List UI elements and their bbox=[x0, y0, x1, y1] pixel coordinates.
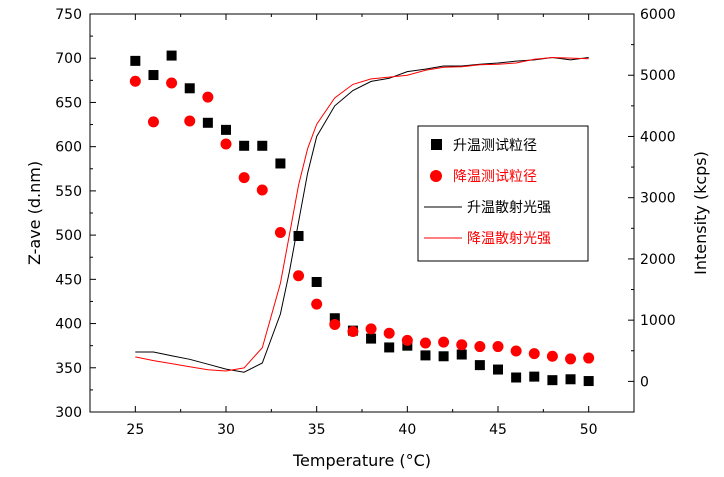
data-point-square bbox=[366, 333, 377, 344]
y-left-tick-label: 550 bbox=[55, 184, 82, 200]
data-point-square bbox=[130, 55, 141, 66]
y-right-tick-label: 6000 bbox=[640, 7, 676, 23]
data-point-circle bbox=[492, 341, 504, 353]
y-left-tick-label: 650 bbox=[55, 95, 82, 111]
y-right-tick-label: 1000 bbox=[640, 313, 676, 329]
x-tick-label: 50 bbox=[580, 422, 598, 438]
x-tick-label: 45 bbox=[489, 422, 507, 438]
y-left-tick-label: 450 bbox=[55, 272, 82, 288]
data-point-circle bbox=[438, 336, 450, 348]
data-point-square bbox=[184, 83, 195, 94]
y-axis-left-title: Z-ave (d.nm) bbox=[25, 161, 44, 265]
data-point-square bbox=[456, 349, 467, 360]
y-right-tick-label: 4000 bbox=[640, 129, 676, 145]
data-point-square bbox=[547, 375, 558, 386]
data-point-square bbox=[384, 342, 395, 353]
legend-label-cooling-intensity: 降温散射光强 bbox=[467, 231, 551, 247]
legend-marker-circle bbox=[430, 170, 442, 182]
data-point-square bbox=[438, 351, 449, 362]
data-point-circle bbox=[456, 339, 468, 351]
data-point-square bbox=[329, 313, 340, 324]
data-point-circle bbox=[510, 345, 522, 357]
x-tick-label: 35 bbox=[308, 422, 326, 438]
y-left-tick-label: 350 bbox=[55, 361, 82, 377]
y-right-tick-label: 0 bbox=[640, 374, 649, 390]
x-tick-label: 25 bbox=[126, 422, 144, 438]
legend-marker-square bbox=[431, 139, 442, 150]
series-line bbox=[135, 56, 589, 372]
data-point-square bbox=[565, 374, 576, 385]
y-left-tick-label: 500 bbox=[55, 228, 82, 244]
data-point-square bbox=[529, 371, 540, 382]
data-point-square bbox=[275, 158, 286, 169]
data-point-circle bbox=[528, 348, 540, 360]
data-point-circle bbox=[329, 318, 341, 330]
y-left-tick-label: 400 bbox=[55, 317, 82, 333]
data-point-circle bbox=[474, 341, 486, 353]
data-point-circle bbox=[311, 298, 323, 310]
x-tick-label: 40 bbox=[398, 422, 416, 438]
x-axis-title: Temperature (°C) bbox=[292, 451, 431, 470]
data-point-square bbox=[221, 124, 231, 135]
y-right-tick-label: 5000 bbox=[640, 68, 676, 84]
y-left-tick-label: 600 bbox=[55, 140, 82, 156]
legend-label-heating-intensity: 升温散射光强 bbox=[467, 200, 551, 216]
data-point-square bbox=[166, 50, 177, 61]
data-point-square bbox=[583, 376, 594, 387]
data-point-circle bbox=[256, 184, 268, 196]
legend-label-cooling-size: 降温测试粒径 bbox=[453, 169, 537, 185]
data-point-circle bbox=[546, 350, 558, 362]
data-point-circle bbox=[129, 75, 141, 87]
data-point-circle bbox=[184, 115, 196, 127]
data-point-circle bbox=[220, 138, 232, 150]
y-left-tick-label: 300 bbox=[55, 405, 82, 421]
data-point-circle bbox=[347, 326, 359, 338]
data-point-circle bbox=[293, 270, 305, 282]
x-tick-label: 30 bbox=[217, 422, 235, 438]
data-point-square bbox=[239, 140, 250, 151]
y-axis-right-title: Intensity (kcps) bbox=[691, 151, 710, 275]
legend: 升温测试粒径 降温测试粒径 升温散射光强 降温散射光强 bbox=[417, 125, 589, 262]
data-point-circle bbox=[274, 226, 286, 238]
data-point-circle bbox=[401, 334, 413, 346]
data-point-circle bbox=[166, 77, 178, 89]
data-point-circle bbox=[147, 116, 159, 128]
data-point-square bbox=[420, 350, 431, 361]
data-point-square bbox=[257, 140, 268, 151]
data-point-square bbox=[311, 276, 322, 287]
axes-layer: 25 30 35 40 45 50 300 350 400 450 500 550 600 650 700 7… bbox=[55, 7, 675, 438]
data-point-circle bbox=[383, 327, 395, 339]
data-point-circle bbox=[565, 353, 577, 365]
data-point-circle bbox=[583, 352, 595, 364]
data-point-square bbox=[202, 117, 213, 128]
series-line bbox=[135, 56, 589, 373]
data-point-square bbox=[511, 372, 522, 383]
data-point-square bbox=[293, 230, 304, 241]
y-right-tick-label: 2000 bbox=[640, 252, 676, 268]
data-point-square bbox=[148, 70, 159, 81]
data-point-circle bbox=[238, 172, 250, 184]
data-point-square bbox=[493, 364, 503, 375]
data-point-circle bbox=[202, 91, 214, 103]
data-point-square bbox=[474, 360, 485, 371]
legend-label-heating-size: 升温测试粒径 bbox=[453, 138, 537, 154]
data-point-circle bbox=[419, 337, 431, 349]
data-point-circle bbox=[365, 323, 377, 335]
plot-layer bbox=[129, 50, 595, 387]
y-right-tick-label: 3000 bbox=[640, 191, 676, 207]
y-left-tick-label: 700 bbox=[55, 51, 82, 67]
y-left-tick-label: 750 bbox=[55, 7, 82, 23]
